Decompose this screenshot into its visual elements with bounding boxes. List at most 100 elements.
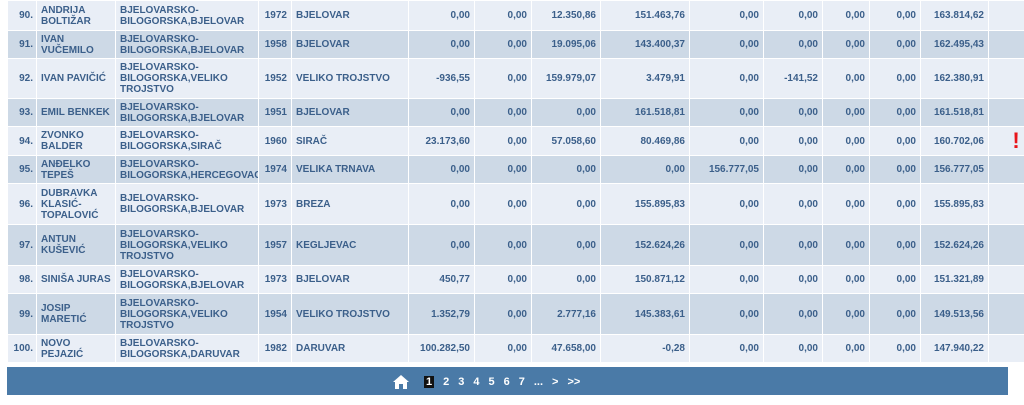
page-link-4[interactable]: 4 bbox=[473, 376, 480, 388]
page-link-1[interactable]: 1 bbox=[424, 376, 435, 388]
warning-cell bbox=[988, 334, 1024, 363]
amount-cell: 2.777,16 bbox=[531, 293, 601, 335]
amount-cell: 0,00 bbox=[869, 155, 921, 184]
results-table: 90. ANDRIJA BOLTIŽAR BJELOVARSKO-BILOGORSK… bbox=[7, 0, 1024, 363]
region-cell: BJELOVARSKO-BILOGORSKA,BJELOVAR bbox=[115, 265, 259, 294]
amount-cell: 0,00 bbox=[822, 30, 870, 59]
amount-cell: 0,00 bbox=[869, 293, 921, 335]
table-row: 93. EMIL BENKEK BJELOVARSKO-BILOGORSKA,BJE… bbox=[7, 98, 1024, 127]
amount-cell: 0,00 bbox=[869, 98, 921, 127]
amount-cell: 0,00 bbox=[408, 183, 475, 225]
amount-cell: 161.518,81 bbox=[600, 98, 690, 127]
amount-cell: -936,55 bbox=[408, 58, 475, 99]
results-table-wrapper: 90. ANDRIJA BOLTIŽAR BJELOVARSKO-BILOGORSK… bbox=[7, 0, 1024, 363]
amount-cell: 0,00 bbox=[822, 98, 870, 127]
amount-cell: 143.400,37 bbox=[600, 30, 690, 59]
rank-cell: 91. bbox=[7, 30, 37, 59]
amount-cell: 0,00 bbox=[763, 0, 823, 31]
warning-icon: ! bbox=[1012, 128, 1020, 153]
name-cell: ZVONKO BALDER bbox=[36, 126, 116, 156]
amount-cell: 0,00 bbox=[869, 224, 921, 266]
amount-cell: 0,00 bbox=[531, 224, 601, 266]
warning-cell bbox=[988, 265, 1024, 294]
town-cell: BJELOVAR bbox=[291, 265, 409, 294]
warning-cell bbox=[988, 98, 1024, 127]
amount-cell: 0,00 bbox=[531, 155, 601, 184]
region-cell: BJELOVARSKO-BILOGORSKA,HERCEGOVAC bbox=[115, 155, 259, 184]
table-row: 95. ANĐELKO TEPEŠ BJELOVARSKO-BILOGORSKA,H… bbox=[7, 155, 1024, 184]
town-cell: VELIKO TROJSTVO bbox=[291, 58, 409, 99]
amount-cell: 0,00 bbox=[689, 126, 764, 156]
table-row: 91. IVAN VUČEMILO BJELOVARSKO-BILOGORSKA,B… bbox=[7, 30, 1024, 59]
amount-cell: 0,00 bbox=[822, 265, 870, 294]
name-cell: ANTUN KUŠEVIĆ bbox=[36, 224, 116, 266]
total-cell: 163.814,62 bbox=[920, 0, 989, 31]
page-link-7[interactable]: 7 bbox=[518, 376, 525, 388]
warning-cell bbox=[988, 293, 1024, 335]
amount-cell: 0,00 bbox=[822, 293, 870, 335]
amount-cell: 0,00 bbox=[474, 224, 532, 266]
region-cell: BJELOVARSKO-BILOGORSKA,BJELOVAR bbox=[115, 98, 259, 127]
amount-cell: 0,00 bbox=[869, 30, 921, 59]
amount-cell: 47.658,00 bbox=[531, 334, 601, 363]
amount-cell: 0,00 bbox=[689, 30, 764, 59]
page-link-5[interactable]: 5 bbox=[488, 376, 495, 388]
amount-cell: 156.777,05 bbox=[689, 155, 764, 184]
amount-cell: 0,00 bbox=[474, 334, 532, 363]
amount-cell: 0,00 bbox=[474, 265, 532, 294]
total-cell: 162.380,91 bbox=[920, 58, 989, 99]
last-page-link[interactable]: >> bbox=[567, 376, 581, 388]
amount-cell: 0,00 bbox=[531, 265, 601, 294]
total-cell: 156.777,05 bbox=[920, 155, 989, 184]
table-row: 99. JOSIP MARETIĆ BJELOVARSKO-BILOGORSKA,V… bbox=[7, 293, 1024, 335]
amount-cell: 0,00 bbox=[822, 334, 870, 363]
page-link-2[interactable]: 2 bbox=[443, 376, 450, 388]
total-cell: 151.321,89 bbox=[920, 265, 989, 294]
amount-cell: 0,00 bbox=[869, 265, 921, 294]
rank-cell: 93. bbox=[7, 98, 37, 127]
amount-cell: 1.352,79 bbox=[408, 293, 475, 335]
amount-cell: 0,00 bbox=[689, 224, 764, 266]
amount-cell: 0,00 bbox=[474, 155, 532, 184]
amount-cell: 23.173,60 bbox=[408, 126, 475, 156]
home-icon[interactable] bbox=[392, 374, 410, 390]
warning-cell bbox=[988, 183, 1024, 225]
amount-cell: 152.624,26 bbox=[600, 224, 690, 266]
town-cell: DARUVAR bbox=[291, 334, 409, 363]
total-cell: 149.513,56 bbox=[920, 293, 989, 335]
region-cell: BJELOVARSKO-BILOGORSKA,BJELOVAR bbox=[115, 30, 259, 59]
warning-cell: ! bbox=[988, 126, 1024, 156]
page-link-6[interactable]: 6 bbox=[503, 376, 510, 388]
amount-cell: 0,00 bbox=[763, 265, 823, 294]
amount-cell: 0,00 bbox=[822, 183, 870, 225]
amount-cell: 0,00 bbox=[474, 98, 532, 127]
amount-cell: 0,00 bbox=[689, 0, 764, 31]
amount-cell: 0,00 bbox=[689, 183, 764, 225]
page-ellipsis[interactable]: ... bbox=[533, 376, 544, 388]
amount-cell: 0,00 bbox=[822, 224, 870, 266]
amount-cell: 0,00 bbox=[763, 334, 823, 363]
amount-cell: 0,00 bbox=[689, 58, 764, 99]
amount-cell: 57.058,60 bbox=[531, 126, 601, 156]
amount-cell: 0,00 bbox=[531, 98, 601, 127]
amount-cell: 0,00 bbox=[763, 293, 823, 335]
town-cell: SIRAČ bbox=[291, 126, 409, 156]
amount-cell: 100.282,50 bbox=[408, 334, 475, 363]
region-cell: BJELOVARSKO-BILOGORSKA,SIRAČ bbox=[115, 126, 259, 156]
next-page-link[interactable]: > bbox=[552, 376, 559, 388]
town-cell: BJELOVAR bbox=[291, 0, 409, 31]
amount-cell: 145.383,61 bbox=[600, 293, 690, 335]
amount-cell: 0,00 bbox=[474, 0, 532, 31]
page-link-3[interactable]: 3 bbox=[458, 376, 465, 388]
table-row: 97. ANTUN KUŠEVIĆ BJELOVARSKO-BILOGORSKA,V… bbox=[7, 224, 1024, 266]
total-cell: 155.895,83 bbox=[920, 183, 989, 225]
amount-cell: 0,00 bbox=[763, 30, 823, 59]
rank-cell: 98. bbox=[7, 265, 37, 294]
amount-cell: 0,00 bbox=[474, 293, 532, 335]
name-cell: DUBRAVKA KLASIĆ-TOPALOVIĆ bbox=[36, 183, 116, 225]
name-cell: NOVO PEJAZIĆ bbox=[36, 334, 116, 363]
region-cell: BJELOVARSKO-BILOGORSKA,DARUVAR bbox=[115, 334, 259, 363]
amount-cell: 0,00 bbox=[869, 126, 921, 156]
rank-cell: 99. bbox=[7, 293, 37, 335]
amount-cell: 150.871,12 bbox=[600, 265, 690, 294]
